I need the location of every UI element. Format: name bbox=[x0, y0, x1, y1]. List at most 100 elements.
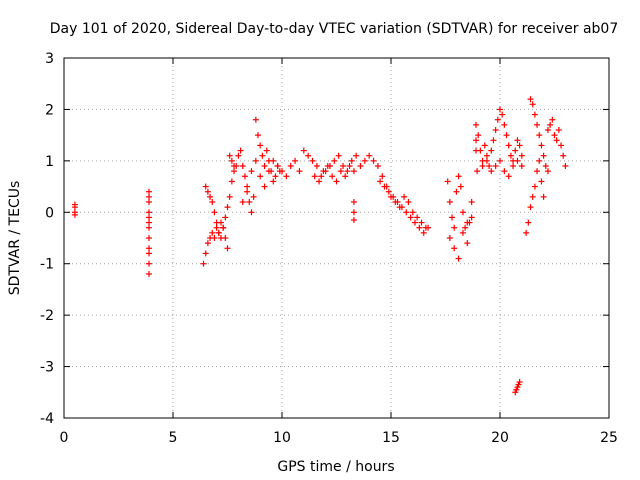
data-point bbox=[538, 142, 545, 149]
data-point bbox=[340, 163, 347, 169]
data-point bbox=[523, 229, 530, 236]
data-point bbox=[488, 168, 495, 175]
y-tick-label: 0 bbox=[45, 205, 54, 221]
data-point bbox=[459, 229, 466, 236]
y-tick-label: -3 bbox=[40, 360, 54, 376]
data-point bbox=[560, 152, 567, 159]
data-point bbox=[217, 235, 224, 241]
data-point bbox=[407, 214, 414, 221]
y-tick-label: -1 bbox=[40, 257, 54, 273]
data-point bbox=[455, 173, 462, 180]
data-point bbox=[515, 381, 522, 388]
data-point bbox=[366, 152, 373, 159]
data-point bbox=[226, 152, 233, 159]
data-point bbox=[553, 137, 560, 144]
data-point bbox=[473, 137, 480, 144]
data-point bbox=[492, 163, 499, 169]
data-point bbox=[202, 250, 209, 257]
data-point bbox=[146, 245, 153, 252]
data-point bbox=[215, 229, 222, 236]
data-point bbox=[531, 111, 538, 118]
data-point bbox=[418, 219, 425, 226]
data-point bbox=[348, 157, 355, 164]
data-point bbox=[213, 224, 220, 231]
data-point bbox=[409, 209, 416, 216]
data-point bbox=[220, 224, 227, 231]
data-point bbox=[255, 132, 262, 139]
x-tick-label: 10 bbox=[273, 430, 291, 446]
data-point bbox=[540, 193, 547, 200]
data-point bbox=[379, 173, 386, 180]
data-point bbox=[342, 173, 349, 180]
data-point bbox=[497, 157, 503, 164]
y-tick-label: -4 bbox=[40, 411, 54, 427]
data-point bbox=[231, 168, 238, 175]
data-point bbox=[422, 224, 429, 231]
data-point bbox=[224, 204, 231, 211]
data-point bbox=[446, 235, 453, 241]
data-point bbox=[320, 168, 327, 175]
data-point bbox=[455, 255, 462, 262]
data-point bbox=[146, 224, 153, 231]
data-point bbox=[331, 157, 338, 164]
data-point bbox=[259, 152, 266, 159]
data-point bbox=[462, 224, 469, 231]
data-point bbox=[449, 214, 456, 221]
data-point bbox=[241, 173, 248, 180]
data-point bbox=[296, 168, 303, 175]
x-axis-label: GPS time / hours bbox=[277, 459, 394, 475]
data-point bbox=[479, 163, 486, 169]
data-point bbox=[374, 163, 381, 169]
data-point bbox=[544, 168, 551, 175]
data-point bbox=[505, 173, 512, 180]
data-point bbox=[525, 219, 532, 226]
data-point bbox=[381, 183, 388, 190]
data-point bbox=[514, 137, 521, 144]
data-point bbox=[390, 193, 397, 200]
data-point bbox=[324, 163, 331, 169]
data-point bbox=[370, 157, 377, 164]
data-point bbox=[261, 183, 268, 190]
data-point bbox=[350, 217, 357, 223]
data-point bbox=[536, 157, 543, 164]
data-point bbox=[239, 199, 246, 205]
data-point bbox=[272, 173, 279, 180]
data-point bbox=[263, 147, 270, 154]
data-point bbox=[534, 121, 541, 128]
data-point bbox=[549, 116, 556, 123]
data-point bbox=[226, 193, 233, 200]
data-point bbox=[204, 240, 211, 247]
data-point bbox=[513, 386, 520, 393]
data-point bbox=[468, 214, 475, 221]
data-point bbox=[453, 188, 460, 195]
data-point bbox=[403, 209, 410, 216]
grid bbox=[64, 58, 609, 418]
data-point bbox=[316, 178, 323, 185]
data-point bbox=[337, 168, 344, 175]
data-point bbox=[540, 152, 547, 159]
data-point bbox=[473, 121, 480, 128]
data-point bbox=[350, 199, 357, 205]
data-point bbox=[488, 147, 495, 154]
chart-title: Day 101 of 2020, Sidereal Day-to-day VTE… bbox=[50, 21, 619, 37]
data-point bbox=[329, 173, 336, 180]
data-point bbox=[146, 235, 153, 241]
data-point bbox=[531, 183, 538, 190]
data-point bbox=[473, 147, 480, 154]
data-point bbox=[313, 163, 320, 169]
x-tick-label: 15 bbox=[382, 430, 400, 446]
data-point bbox=[483, 152, 490, 159]
data-point bbox=[71, 201, 78, 208]
data-point bbox=[551, 132, 558, 139]
data-point bbox=[204, 188, 211, 195]
data-point bbox=[209, 199, 216, 205]
data-point bbox=[250, 193, 257, 200]
data-point bbox=[518, 163, 525, 169]
data-point bbox=[486, 163, 493, 169]
data-point bbox=[146, 199, 153, 205]
x-tick-label: 20 bbox=[491, 430, 509, 446]
data-point bbox=[146, 250, 153, 257]
data-point bbox=[446, 199, 453, 205]
data-point bbox=[398, 204, 405, 211]
data-point bbox=[481, 142, 488, 149]
